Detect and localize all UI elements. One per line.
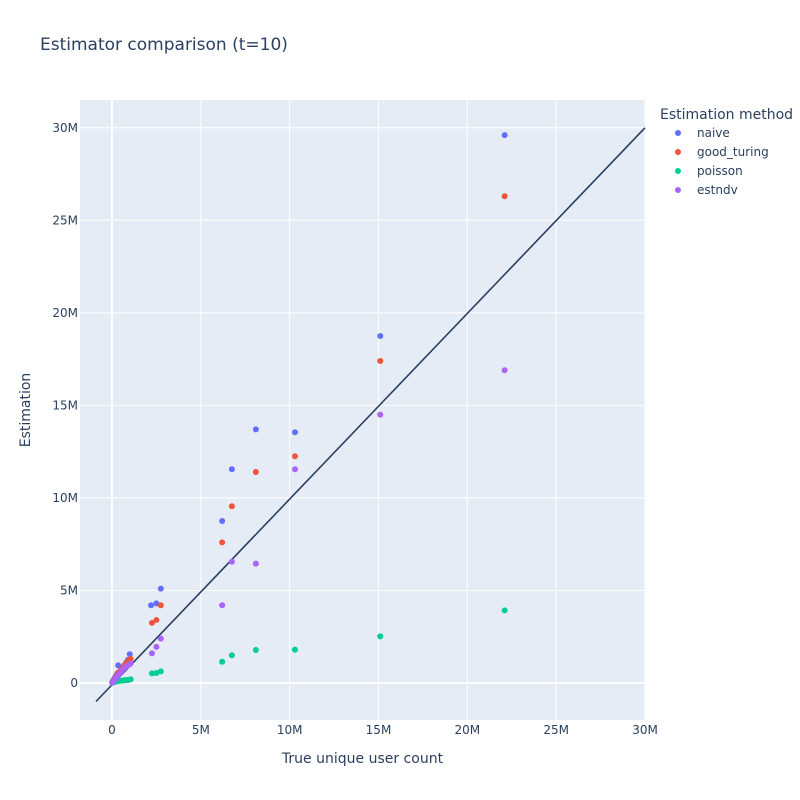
x-tick-label: 0	[108, 723, 116, 737]
reference-line-group	[95, 127, 646, 703]
y-tick-label: 30M	[52, 121, 78, 135]
point-good_turing	[219, 539, 226, 546]
point-naive	[501, 132, 508, 139]
legend-label-naive: naive	[697, 126, 730, 140]
point-naive	[115, 662, 122, 669]
y-tick-label: 5M	[60, 583, 78, 597]
point-poisson	[291, 646, 298, 653]
gridlines	[80, 100, 646, 720]
legend: Estimation method naive good_turingpoisso…	[660, 107, 793, 197]
x-tick-label: 20M	[455, 723, 481, 737]
point-poisson	[219, 658, 226, 665]
reference-line	[95, 127, 646, 703]
legend-label-estndv: estndv	[697, 183, 738, 197]
point-poisson	[377, 633, 384, 640]
point-naive	[148, 602, 155, 609]
x-tick-label: 10M	[277, 723, 303, 737]
y-tick-label: 0	[70, 676, 78, 690]
point-good_turing	[252, 469, 259, 475]
y-tick-label: 10M	[52, 491, 78, 505]
point-naive	[157, 585, 164, 592]
point-naive	[219, 518, 226, 525]
y-tick-label: 25M	[52, 213, 78, 227]
point-naive	[228, 466, 235, 473]
point-poisson	[127, 676, 134, 683]
point-naive	[252, 426, 259, 433]
point-estndv	[291, 466, 298, 473]
point-poisson	[228, 652, 235, 659]
point-estndv	[501, 367, 508, 374]
x-tick-label: 25M	[543, 723, 569, 737]
point-good_turing	[228, 503, 235, 510]
point-good_turing	[127, 655, 134, 662]
legend-label-good_turing: good_turing	[697, 145, 769, 159]
x-axis-ticks: 0 5M 10M 15M 20M 25M 30M	[108, 723, 658, 737]
point-naive	[126, 651, 133, 658]
point-estndv	[377, 411, 384, 418]
series-poisson	[109, 607, 508, 686]
y-tick-label: 20M	[52, 306, 78, 320]
y-axis-ticks: 0 5M 10M 15M 20M 25M 30M	[52, 121, 78, 690]
point-good_turing	[148, 619, 155, 626]
point-estndv	[153, 643, 160, 650]
series-estndv	[109, 367, 508, 686]
point-poisson	[252, 647, 259, 654]
point-good_turing	[501, 193, 508, 200]
x-tick-label: 5M	[192, 723, 210, 737]
legend-marker-naive	[675, 130, 681, 136]
x-axis-title: True unique user count	[281, 751, 444, 767]
y-tick-label: 15M	[52, 398, 78, 412]
legend-title: Estimation method	[660, 107, 793, 123]
x-tick-label: 30M	[632, 723, 658, 737]
point-good_turing	[291, 453, 298, 460]
point-estndv	[127, 660, 134, 667]
point-estndv	[219, 602, 226, 609]
point-poisson	[148, 670, 155, 677]
point-good_turing	[377, 357, 384, 364]
point-poisson	[501, 607, 508, 614]
plot-area	[80, 100, 645, 720]
y-axis-title: Estimation	[18, 373, 34, 448]
chart-title: Estimator comparison (t=10)	[40, 35, 288, 55]
point-estndv	[252, 560, 259, 567]
point-estndv	[157, 635, 164, 642]
point-poisson	[157, 668, 164, 675]
point-good_turing	[153, 617, 160, 624]
point-naive	[377, 332, 384, 339]
legend-label-poisson: poisson	[697, 164, 743, 178]
legend-marker-estndv	[675, 187, 681, 193]
point-good_turing	[157, 602, 164, 609]
point-naive	[291, 429, 298, 436]
data-points	[109, 132, 508, 686]
legend-marker-poisson	[675, 168, 681, 174]
point-estndv	[148, 650, 155, 657]
legend-marker-good_turing	[675, 149, 681, 155]
point-estndv	[228, 558, 235, 565]
x-tick-label: 15M	[366, 723, 392, 737]
